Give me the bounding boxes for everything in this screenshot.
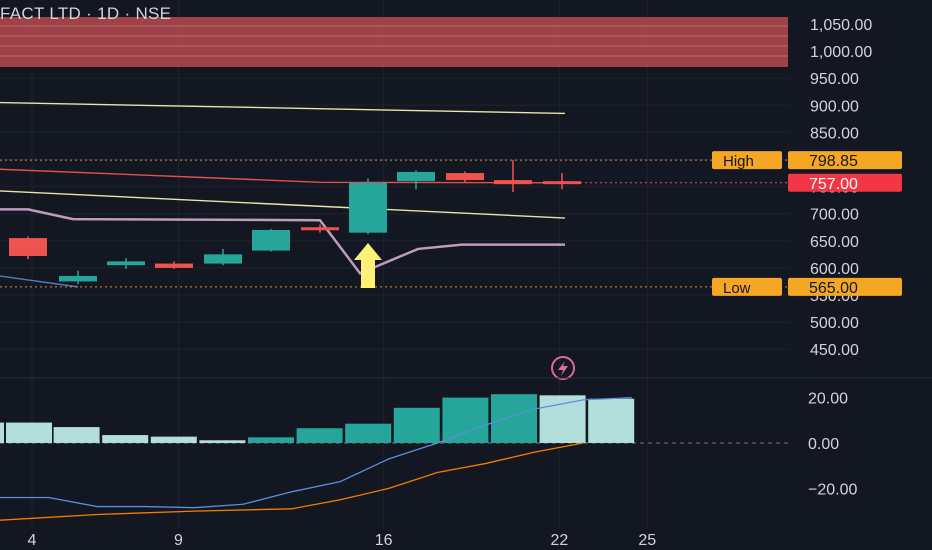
histogram-bar	[442, 397, 489, 443]
event-icon	[551, 356, 575, 380]
candle-body	[446, 173, 484, 181]
candle-body	[301, 227, 339, 231]
time-tick-label: 4	[28, 532, 37, 549]
price-tick-label: 850.00	[810, 125, 859, 142]
price-tick-label: 1,050.00	[810, 17, 872, 34]
low-label-box	[712, 277, 782, 296]
price-tick-label: 900.00	[810, 98, 859, 115]
histogram-bar	[393, 407, 440, 443]
price-tick-label: 950.00	[810, 71, 859, 88]
overlay-line	[0, 168, 566, 184]
high-value-box	[788, 151, 902, 170]
overlay-line	[0, 208, 565, 275]
low-value-text: 565.00	[809, 280, 858, 297]
low-label-text: Low	[723, 280, 751, 297]
time-tick-label: 16	[375, 532, 393, 549]
candle-body	[155, 263, 193, 268]
high-label-box	[712, 151, 782, 170]
resistance-zone	[0, 17, 788, 67]
histogram-bar	[53, 427, 100, 443]
price-tick-label: 1,000.00	[810, 44, 872, 61]
histogram-bar	[345, 423, 392, 443]
histogram-bar	[248, 437, 294, 443]
price-tick-label: 500.00	[810, 315, 859, 332]
oscillator-tick-label: 20.00	[808, 391, 848, 408]
last-value-text: 757.00	[809, 176, 858, 193]
chart-title: FACT LTD · 1D · NSE	[0, 4, 172, 23]
time-tick-label: 9	[174, 532, 183, 549]
time-tick-label: 25	[638, 532, 656, 549]
histogram-bar	[150, 436, 197, 443]
signal-line	[0, 442, 584, 521]
price-tick-label: 650.00	[810, 234, 859, 251]
candle-body	[543, 181, 581, 185]
oscillator-tick-label: −20.00	[808, 481, 857, 498]
macd-line	[0, 396, 632, 509]
candle-body	[349, 182, 387, 233]
candle-body	[252, 229, 290, 251]
candle-body	[9, 238, 47, 256]
histogram-bar	[539, 395, 586, 443]
high-label-text: High	[723, 153, 754, 170]
time-tick-label: 22	[551, 532, 569, 549]
overlay-line	[0, 275, 79, 288]
price-tick-label: 700.00	[810, 207, 859, 224]
candle-body	[204, 254, 242, 264]
signal-arrow	[354, 243, 382, 288]
histogram-bar	[199, 440, 246, 443]
histogram-bar	[296, 428, 343, 443]
overlay-line	[0, 190, 566, 219]
price-tick-label: 450.00	[810, 342, 859, 359]
price-tick-label: 600.00	[810, 261, 859, 278]
histogram-bar	[6, 422, 52, 443]
high-value-text: 798.85	[809, 153, 858, 170]
histogram-bar	[491, 394, 537, 443]
candle-body	[107, 261, 145, 266]
candle-body	[397, 171, 435, 182]
histogram-bar	[102, 435, 149, 443]
candle-body	[59, 276, 97, 282]
overlay-line	[0, 101, 566, 115]
low-value-box	[788, 277, 902, 296]
histogram-bar	[588, 398, 635, 443]
last-value-box	[788, 173, 902, 192]
lightning-icon	[558, 361, 568, 376]
candle-body	[494, 181, 532, 185]
oscillator-tick-label: 0.00	[808, 436, 839, 453]
histogram-bar	[0, 422, 4, 443]
